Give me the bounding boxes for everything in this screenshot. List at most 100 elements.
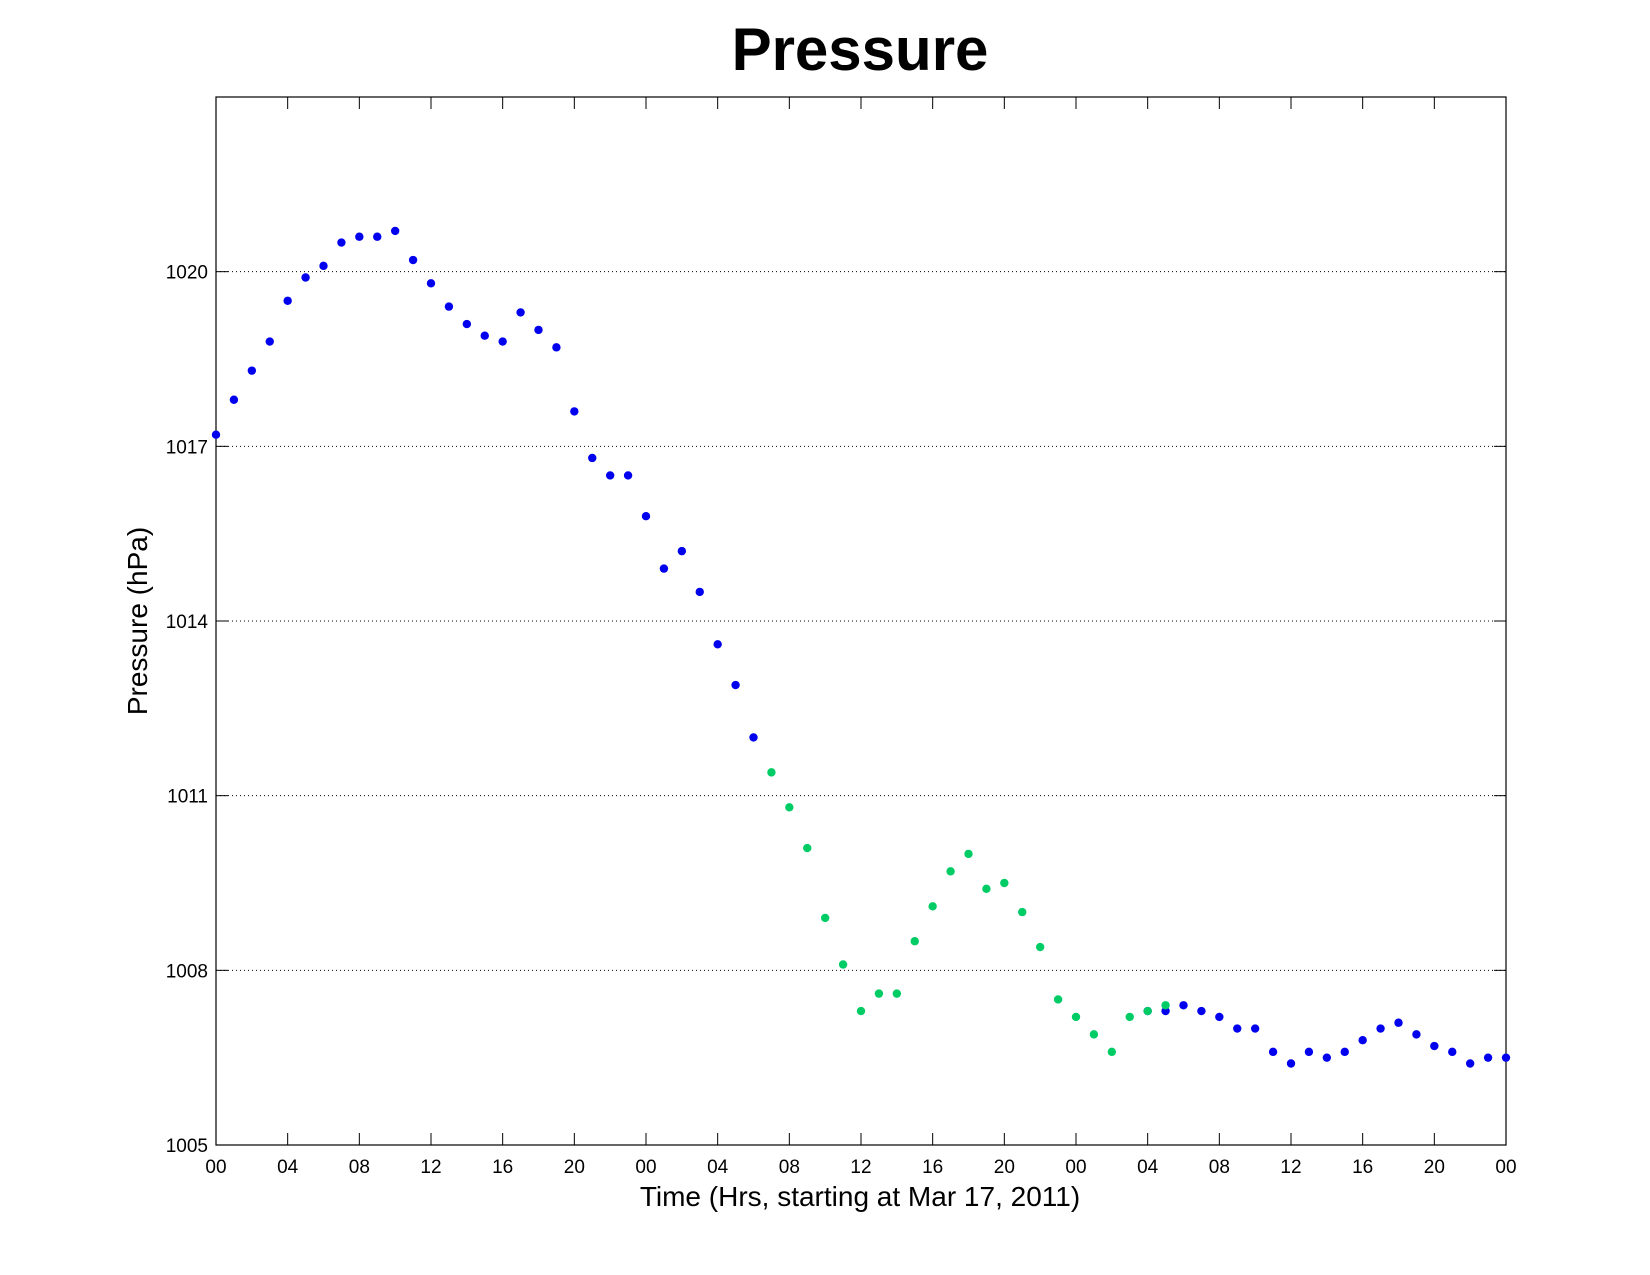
data-point xyxy=(964,849,973,859)
x-tick-label: 00 xyxy=(1495,1157,1516,1178)
data-point xyxy=(1412,1030,1421,1039)
data-point xyxy=(426,279,436,288)
data-point xyxy=(355,232,364,241)
data-point xyxy=(1501,1053,1511,1062)
data-point xyxy=(1465,1059,1475,1068)
data-point xyxy=(462,319,472,329)
y-tick-label: 1014 xyxy=(166,612,209,633)
data-point xyxy=(1125,1012,1134,1022)
data-point xyxy=(1053,995,1063,1004)
data-point xyxy=(1197,1006,1206,1016)
y-tick-label: 1005 xyxy=(166,1136,208,1157)
x-tick-label: 12 xyxy=(420,1157,441,1178)
data-point xyxy=(1107,1047,1117,1057)
gridlines xyxy=(216,271,1506,971)
data-point xyxy=(516,308,525,317)
data-point xyxy=(570,407,579,416)
data-point xyxy=(1430,1041,1439,1051)
data-point xyxy=(265,337,274,346)
data-point xyxy=(390,226,400,236)
x-tick-label: 04 xyxy=(277,1157,299,1178)
data-point xyxy=(588,453,597,463)
data-point xyxy=(713,640,722,649)
data-point xyxy=(247,366,257,375)
data-point xyxy=(1071,1012,1081,1022)
data-point xyxy=(319,261,328,271)
data-point xyxy=(373,232,382,241)
data-point xyxy=(803,843,812,853)
x-tick-label: 12 xyxy=(1280,1157,1301,1178)
y-tick-label: 1008 xyxy=(166,961,208,982)
data-point xyxy=(838,960,848,969)
data-point xyxy=(1035,942,1045,952)
y-axis-label: Pressure (hPa) xyxy=(122,527,153,715)
data-point xyxy=(820,913,830,923)
data-point xyxy=(301,273,310,282)
data-point xyxy=(785,803,794,812)
data-point xyxy=(229,395,239,404)
x-tick-label: 08 xyxy=(1209,1157,1230,1178)
data-point xyxy=(1233,1024,1242,1033)
y-tick-label: 1017 xyxy=(166,437,208,458)
x-tick-label: 00 xyxy=(1065,1157,1086,1178)
data-point xyxy=(1268,1047,1278,1057)
data-point xyxy=(1394,1018,1403,1027)
x-tick-label: 04 xyxy=(707,1157,729,1178)
data-point xyxy=(1161,1006,1170,1016)
data-point xyxy=(910,937,919,946)
data-point xyxy=(283,296,292,305)
data-point xyxy=(1286,1059,1296,1068)
axis-ticks: 1005 1008 1011 1014 1017 1020 00 04 08 12 16 20 00 04… xyxy=(166,97,1517,1178)
data-point xyxy=(874,989,884,998)
data-point xyxy=(1089,1030,1099,1039)
data-point xyxy=(731,680,740,690)
data-point xyxy=(480,331,489,340)
x-tick-label: 20 xyxy=(994,1157,1015,1178)
x-tick-label: 16 xyxy=(922,1157,943,1178)
data-point xyxy=(1376,1024,1385,1033)
data-point xyxy=(641,512,651,521)
x-tick-label: 16 xyxy=(492,1157,513,1178)
data-point xyxy=(1143,1006,1152,1016)
data-point xyxy=(605,471,615,480)
data-point xyxy=(1340,1047,1349,1057)
x-tick-label: 04 xyxy=(1137,1157,1159,1178)
data-point xyxy=(552,343,561,352)
data-point xyxy=(1215,1012,1224,1022)
data-point xyxy=(1448,1047,1457,1057)
x-tick-label: 20 xyxy=(564,1157,585,1178)
data-point xyxy=(767,768,776,777)
data-point xyxy=(677,546,687,556)
y-tick-label: 1011 xyxy=(167,787,208,808)
data-point xyxy=(946,867,955,876)
data-point xyxy=(1322,1053,1332,1062)
data-point xyxy=(892,989,902,998)
data-point xyxy=(1304,1047,1314,1057)
data-point xyxy=(498,337,507,346)
data-point xyxy=(856,1006,866,1016)
data-point xyxy=(408,255,418,265)
data-point xyxy=(1018,907,1027,917)
data-point xyxy=(928,902,937,911)
data-point xyxy=(1161,1001,1170,1010)
data-point xyxy=(1250,1024,1260,1033)
x-tick-label: 08 xyxy=(779,1157,800,1178)
x-tick-label: 12 xyxy=(850,1157,871,1178)
data-point xyxy=(337,238,346,247)
data-point xyxy=(1179,1001,1188,1010)
data-point xyxy=(749,733,758,742)
data-point xyxy=(659,564,669,573)
data-point xyxy=(211,430,221,439)
data-point xyxy=(534,325,543,335)
data-point xyxy=(982,884,991,894)
x-tick-label: 00 xyxy=(205,1157,226,1178)
x-tick-label: 16 xyxy=(1352,1157,1373,1178)
data-point xyxy=(1000,878,1009,888)
data-point xyxy=(1483,1053,1493,1062)
data-point xyxy=(695,587,704,597)
data-point xyxy=(1358,1036,1367,1045)
data-points xyxy=(211,226,1511,1068)
data-point xyxy=(623,471,633,480)
